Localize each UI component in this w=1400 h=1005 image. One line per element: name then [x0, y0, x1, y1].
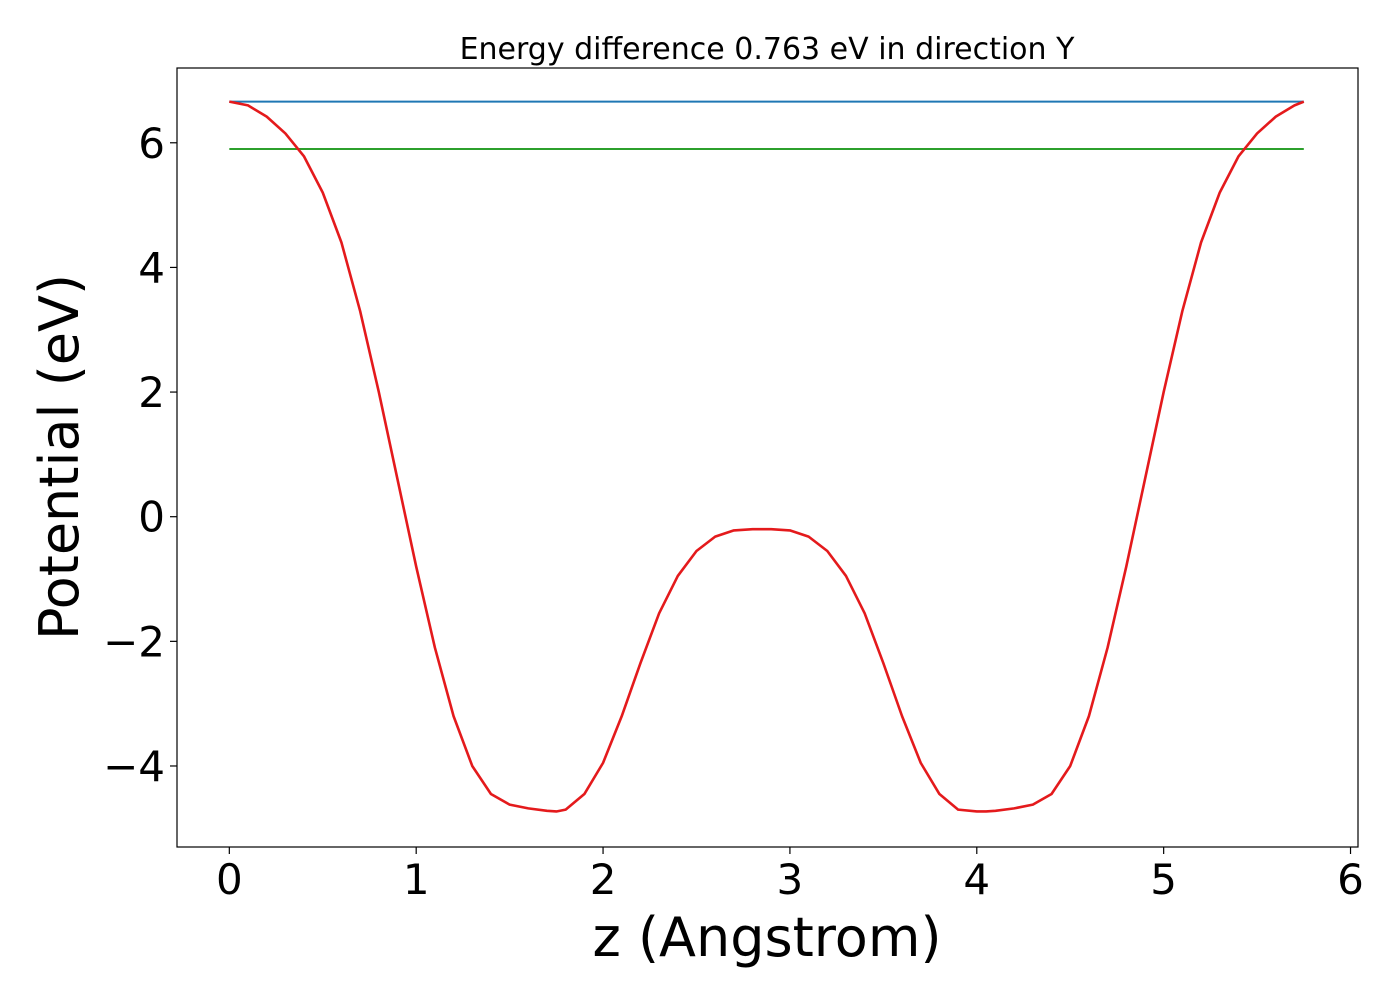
x-tick-label: 2	[590, 855, 617, 904]
y-axis: −4 −2 0 2 4 6	[103, 119, 177, 791]
x-axis-label: z (Angstrom)	[592, 906, 941, 969]
y-tick-label: 6	[138, 119, 165, 168]
chart-title: Energy difference 0.763 eV in direction …	[460, 32, 1076, 67]
y-tick-label: −4	[103, 742, 165, 791]
x-tick-label: 5	[1150, 855, 1177, 904]
x-tick-label: 4	[963, 855, 990, 904]
y-tick-label: 4	[138, 243, 165, 292]
plot-frame	[176, 67, 1359, 848]
x-tick-label: 0	[216, 855, 243, 904]
y-axis-label: Potential (eV)	[28, 274, 91, 640]
y-tick-label: 0	[138, 493, 165, 542]
y-tick-label: 2	[138, 368, 165, 417]
x-tick-label: 3	[777, 855, 804, 904]
y-tick-label: −2	[103, 617, 165, 666]
x-tick-label: 1	[403, 855, 430, 904]
x-axis: 0 1 2 3 4 5 6	[216, 847, 1364, 904]
x-tick-label: 6	[1337, 855, 1364, 904]
series-line-3	[229, 100, 1305, 813]
